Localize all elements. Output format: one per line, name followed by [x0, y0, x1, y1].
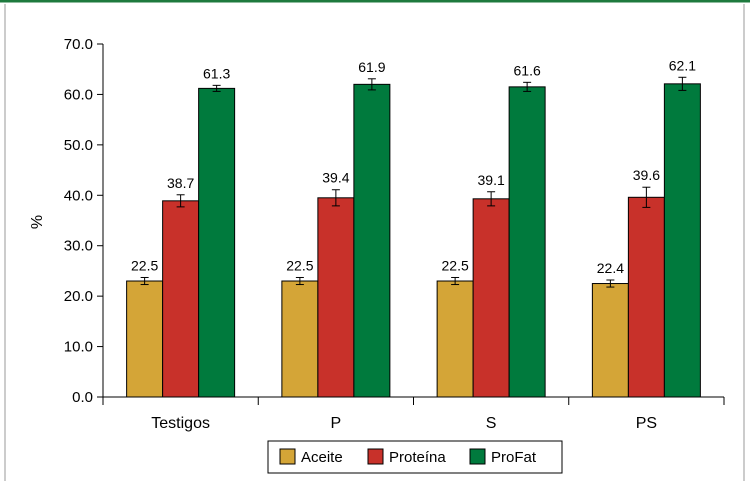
bar-aceite [281, 280, 319, 398]
x-tick-label: PS [636, 415, 657, 432]
bar-prote-na [162, 200, 200, 398]
bar-profat [198, 87, 236, 398]
x-tick-label: Testigos [151, 415, 210, 432]
legend-label-proteina: Proteína [389, 449, 446, 466]
legend-swatch-profat [469, 448, 486, 465]
y-axis-label: % [29, 215, 46, 229]
bars-group: 22.5 38.7 61.3 22.5 39.4 61.9 22.5 39.1 61.6 22.4… [126, 57, 701, 398]
y-tick-label: 30.0 [64, 238, 93, 255]
bar-prote-na [472, 198, 510, 398]
legend: Aceite Proteína ProFat [267, 440, 563, 474]
bar-prote-na [627, 196, 665, 398]
data-label: 61.9 [358, 59, 385, 75]
bar-prote-na [317, 197, 355, 398]
x-tick-label: P [331, 415, 342, 432]
data-label: 39.6 [633, 167, 660, 183]
data-label: 22.5 [131, 257, 158, 273]
y-axis: 0.0 10.0 20.0 30.0 40.0 50.0 60.0 70.0 [64, 36, 104, 406]
data-label: 22.4 [597, 260, 624, 276]
y-tick-label: 60.0 [64, 86, 93, 103]
data-label: 22.5 [442, 257, 469, 273]
y-tick-label: 50.0 [64, 137, 93, 154]
legend-label-profat: ProFat [491, 449, 537, 466]
bar-profat [508, 86, 546, 398]
y-tick-label: 40.0 [64, 187, 93, 204]
bar-aceite [591, 283, 629, 398]
x-tick-label: S [486, 415, 497, 432]
y-tick-label: 0.0 [72, 389, 93, 406]
legend-box [267, 440, 563, 474]
legend-label-aceite: Aceite [301, 449, 343, 466]
y-tick-label: 70.0 [64, 36, 93, 53]
legend-swatch-aceite [279, 448, 296, 465]
data-label: 62.1 [669, 57, 696, 73]
data-label: 39.4 [322, 170, 349, 186]
data-label: 38.7 [167, 175, 194, 191]
y-tick-label: 10.0 [64, 339, 93, 356]
data-label: 39.1 [478, 172, 505, 188]
legend-swatch-proteina [367, 448, 384, 465]
y-tick-label: 20.0 [64, 288, 93, 305]
data-label: 61.3 [203, 65, 230, 81]
data-label: 22.5 [286, 257, 313, 273]
x-axis: Testigos P S PS [102, 396, 725, 432]
bar-aceite [436, 280, 474, 398]
bar-profat [663, 83, 701, 398]
bar-profat [353, 83, 391, 398]
bar-aceite [126, 280, 164, 398]
data-label: 61.6 [514, 62, 541, 78]
